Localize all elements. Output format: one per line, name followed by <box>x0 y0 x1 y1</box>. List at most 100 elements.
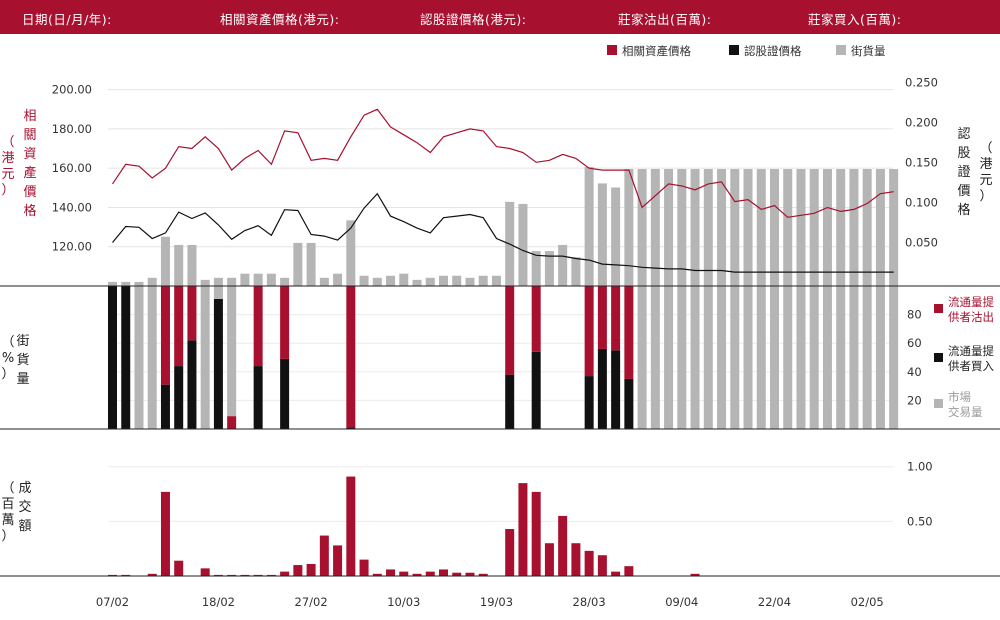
market-volume-bar <box>770 286 779 429</box>
header-warrant-label: 認股證價格(港元): <box>420 12 527 27</box>
outstanding-bar <box>849 169 859 286</box>
lp-sell-bar <box>227 416 237 429</box>
header-lp-buy-label: 莊家買入(百萬): <box>808 12 902 27</box>
lp-buy-bar <box>531 351 541 429</box>
outstanding-bar <box>611 187 621 286</box>
outstanding-bar <box>637 169 647 286</box>
x-tick-label: 28/03 <box>573 595 606 609</box>
left-axis-label: 關 <box>23 128 36 143</box>
lp-buy-bar <box>624 378 634 429</box>
lp-axis-tick-label: 40 <box>907 365 922 379</box>
turnover-axis-unit: 百 <box>1 497 14 512</box>
turnover-bar <box>333 545 343 576</box>
market-volume-bar <box>134 286 144 429</box>
outstanding-bar <box>783 169 793 286</box>
outstanding-bar <box>333 273 343 286</box>
left-axis-unit: 元 <box>1 167 14 182</box>
right-axis-unit: ） <box>979 189 992 204</box>
lp-buy-bar <box>121 286 131 429</box>
turnover-axis-tick-label: 0.50 <box>907 514 933 528</box>
outstanding-bar <box>677 169 687 286</box>
outstanding-bar <box>478 275 488 286</box>
lp-buy-bar <box>108 286 117 429</box>
lp-buy-bar <box>187 340 197 429</box>
outstanding-bar <box>213 277 223 286</box>
lp-buy-bar <box>280 358 290 429</box>
market-volume-bar <box>730 286 740 429</box>
turnover-bar <box>478 573 488 576</box>
legend-market-volume-text: 交易量 <box>948 405 983 419</box>
left-axis-tick-label: 140.00 <box>52 200 92 214</box>
turnover-bar <box>346 476 356 576</box>
right-axis-label: 認 <box>957 126 970 142</box>
lp-sell-bar <box>597 286 607 349</box>
legend-warrant-swatch <box>729 45 739 55</box>
outstanding-bar <box>108 281 117 286</box>
x-tick-label: 07/02 <box>96 595 129 609</box>
legend-lp-buy-text: 流通量提 <box>948 344 994 358</box>
outstanding-bar <box>425 277 435 286</box>
lp-sell-bar <box>174 286 184 367</box>
left-axis-tick-label: 200.00 <box>52 83 92 97</box>
turnover-axis-label: 交 <box>18 499 31 515</box>
turnover-bar <box>452 572 462 576</box>
legend-lp-sell-text: 供者沽出 <box>948 310 994 324</box>
right-axis-label: 股 <box>957 146 970 161</box>
outstanding-bar <box>730 169 740 286</box>
outstanding-bar <box>690 169 700 286</box>
lp-buy-bar <box>213 298 223 429</box>
market-volume-bar <box>875 286 885 429</box>
outstanding-bar <box>571 257 581 286</box>
x-tick-label: 22/04 <box>758 595 791 609</box>
lp-axis-label: 街 <box>16 334 29 349</box>
x-tick-label: 09/04 <box>665 595 698 609</box>
right-axis-tick-label: 0.050 <box>905 235 938 249</box>
turnover-bar <box>597 555 607 576</box>
outstanding-bar <box>650 169 660 286</box>
market-volume-bar <box>717 286 727 429</box>
outstanding-bar <box>306 242 316 286</box>
turnover-bar <box>174 560 184 576</box>
turnover-bar <box>372 573 382 576</box>
market-volume-bar <box>677 286 687 429</box>
outstanding-bar <box>266 273 276 286</box>
lp-sell-bar <box>531 286 541 352</box>
right-axis-unit: 元 <box>979 173 992 188</box>
lp-axis-label: 貨 <box>16 352 29 368</box>
outstanding-bar <box>809 169 819 286</box>
legend-lp-buy-text: 供者買入 <box>948 359 994 373</box>
market-volume-bar <box>227 286 237 417</box>
turnover-bar <box>465 572 475 576</box>
legend-market-volume-text: 市場 <box>948 390 971 404</box>
underlying-price-line <box>112 108 894 218</box>
outstanding-bar <box>624 169 634 286</box>
right-axis-label: 證 <box>957 164 970 180</box>
outstanding-bar <box>875 169 885 286</box>
market-volume-bar <box>796 286 806 429</box>
left-axis-tick-label: 180.00 <box>52 122 92 136</box>
lp-axis-unit: ） <box>1 367 14 382</box>
turnover-bar <box>558 515 568 576</box>
outstanding-bar <box>280 277 290 286</box>
outstanding-bar <box>439 275 448 286</box>
turnover-bar <box>319 535 329 576</box>
lp-sell-bar <box>624 286 634 379</box>
legend-lp-buy-swatch <box>934 353 943 362</box>
right-axis-unit: 港 <box>979 157 992 172</box>
outstanding-bar <box>147 277 157 286</box>
warrant-price-line <box>112 192 894 273</box>
right-axis-unit: （ <box>979 141 992 156</box>
lp-axis-tick-label: 80 <box>907 308 922 322</box>
turnover-bar <box>359 559 369 576</box>
outstanding-bar <box>796 169 806 286</box>
outstanding-bar <box>240 273 250 286</box>
x-tick-label: 02/05 <box>851 595 884 609</box>
turnover-bar <box>571 543 581 576</box>
outstanding-bar <box>174 244 184 286</box>
outstanding-bar <box>160 236 170 286</box>
market-volume-bar <box>822 286 832 429</box>
turnover-bar <box>306 563 316 576</box>
market-volume-bar <box>147 286 157 429</box>
lp-axis-label: 量 <box>16 372 29 387</box>
